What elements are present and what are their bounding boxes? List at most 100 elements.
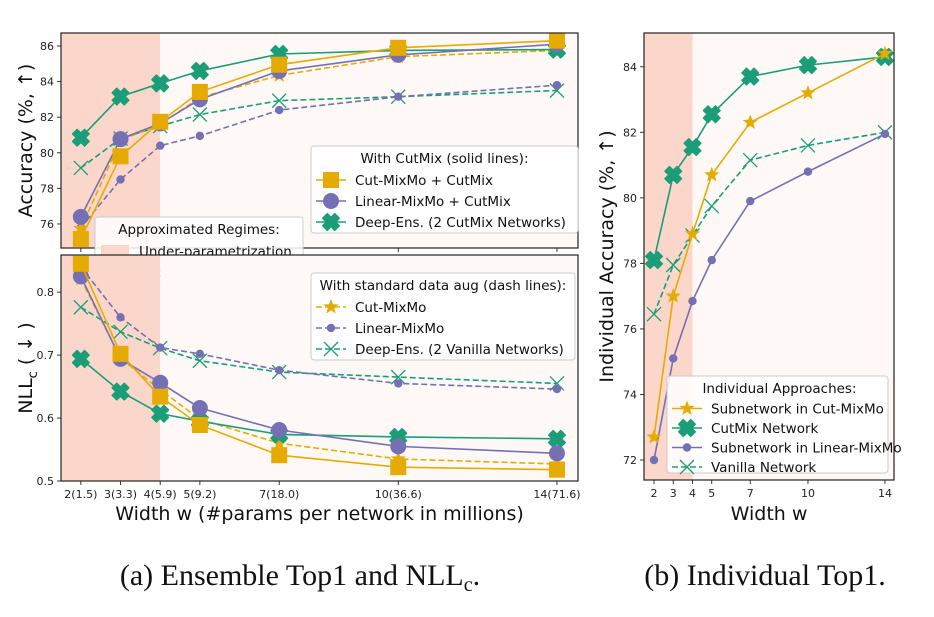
data-point-square	[152, 388, 169, 405]
legend-marker-dot	[682, 443, 692, 452]
data-point-square	[152, 113, 169, 130]
legend-label: Linear-MixMo + CutMix	[355, 194, 511, 210]
data-point-xbold	[111, 87, 130, 106]
legend-marker-x	[323, 341, 339, 357]
data-point-xbold	[71, 349, 90, 368]
x-tick-label: 4(5.9)	[144, 488, 177, 501]
x-tick-label: 10	[801, 487, 815, 500]
data-point-dot	[394, 379, 403, 388]
data-point-dot	[195, 349, 205, 359]
data-point-xbold	[683, 138, 702, 157]
plot-frame	[643, 32, 895, 481]
data-point-xbold	[71, 128, 90, 147]
data-point-square	[271, 447, 288, 464]
legend-entry: CutMix Network	[672, 418, 819, 438]
legend-entry: Deep-Ens. (2 Vanilla Networks)	[316, 341, 564, 358]
legend-box	[666, 375, 889, 474]
data-point-star	[73, 220, 89, 235]
x-tick-label: 3(3.3)	[104, 488, 137, 501]
legend-label: Deep-Ens. (2 CutMix Networks)	[355, 215, 566, 231]
y-tick-label: 86	[40, 40, 54, 53]
data-point-dot	[649, 455, 659, 465]
data-point-xbold	[664, 165, 683, 184]
data-point-square	[191, 416, 208, 433]
data-point-x	[192, 353, 208, 369]
y-tick-label: 80	[40, 147, 54, 160]
legend-entry: Cut-MixMo + CutMix	[316, 172, 493, 189]
series-deep-ens-2-vanilla-networks-	[73, 299, 565, 391]
y-tick-label: 74	[623, 388, 637, 401]
legend-entry: Subnetwork in Linear-MixMo	[672, 441, 902, 457]
legend-marker-dot	[326, 323, 336, 333]
x-tick-label: 2	[651, 487, 658, 500]
y-axis-label-text: Accuracy (%, ↑)	[15, 64, 37, 218]
x-tick-label: 5(9.2)	[183, 488, 216, 501]
y-axis-label: Individual Accuracy (%, ↑)	[596, 130, 618, 382]
data-point-circle	[390, 438, 407, 455]
data-point-x	[192, 107, 208, 122]
data-point-dot	[116, 313, 125, 322]
data-point-x	[800, 137, 816, 153]
y-tick-label: 84	[40, 76, 54, 89]
data-point-x	[549, 375, 565, 391]
data-point-star	[800, 84, 816, 100]
y-tick-label: 76	[623, 323, 637, 336]
data-point-dot	[707, 255, 716, 265]
data-point-dot	[155, 343, 165, 352]
legend-label: Deep-Ens. (2 Vanilla Networks)	[355, 342, 564, 358]
plot-frame	[60, 254, 579, 482]
data-point-star	[390, 450, 406, 466]
data-point-dot	[275, 366, 284, 375]
data-point-xbold	[798, 56, 818, 75]
data-point-x	[665, 257, 681, 273]
data-point-square	[112, 148, 129, 165]
y-tick-label: 76	[40, 218, 54, 231]
plot-frame	[60, 32, 579, 249]
data-point-xbold	[151, 404, 170, 423]
data-point-dot	[155, 141, 165, 150]
data-point-star	[684, 225, 701, 241]
data-point-dot	[195, 131, 205, 141]
y-tick-label: 0.8	[37, 286, 55, 299]
legend-label: Cut-MixMo + CutMix	[355, 173, 493, 189]
data-point-square	[271, 56, 288, 73]
data-point-square	[390, 459, 407, 476]
legend-1: With standard data aug (dash lines): Cut-…	[310, 272, 576, 361]
series-subnetwork-in-linear-mixmo	[649, 129, 890, 465]
panel-3: 72 74 76 78 80 82 84 2 3 4 5 7 10 14 Individual Accura…	[596, 32, 902, 525]
legend-marker-circle	[323, 193, 339, 209]
data-point-xbold	[741, 67, 760, 86]
data-point-dot	[116, 175, 125, 184]
legend-box	[310, 272, 576, 361]
data-point-star	[665, 288, 681, 303]
legend-patch	[101, 245, 129, 257]
data-point-dot	[746, 196, 755, 206]
legend-title: With CutMix (solid lines):	[360, 151, 528, 167]
legend-entry: Linear-MixMo + CutMix	[316, 193, 511, 210]
data-point-dot	[394, 92, 403, 101]
data-point-xbold	[111, 382, 130, 401]
data-point-x	[742, 152, 758, 168]
data-point-x	[704, 198, 720, 214]
data-point-dot	[275, 105, 284, 115]
data-point-x	[646, 306, 662, 322]
legend-title: Individual Approaches:	[702, 381, 856, 397]
data-point-x	[271, 93, 287, 109]
series-vanilla-network	[646, 124, 893, 322]
legend-1: With CutMix (solid lines): Cut-MixMo + Cu…	[310, 145, 579, 234]
legend-label: CutMix Network	[711, 421, 819, 437]
legend-entry: Cut-MixMo	[316, 299, 426, 316]
data-point-circle	[271, 422, 288, 439]
data-point-circle	[72, 208, 89, 225]
data-point-x	[113, 324, 128, 340]
data-point-dot	[880, 129, 890, 139]
x-tick-label: 5	[708, 487, 715, 500]
legend-marker-square	[323, 172, 339, 188]
y-tick-label: 0.5	[37, 475, 55, 488]
legend-label: Cut-MixMo	[355, 300, 426, 316]
series-linear-mixmo	[76, 80, 562, 232]
y-tick-label: 80	[623, 192, 637, 205]
data-point-dot	[688, 296, 697, 306]
